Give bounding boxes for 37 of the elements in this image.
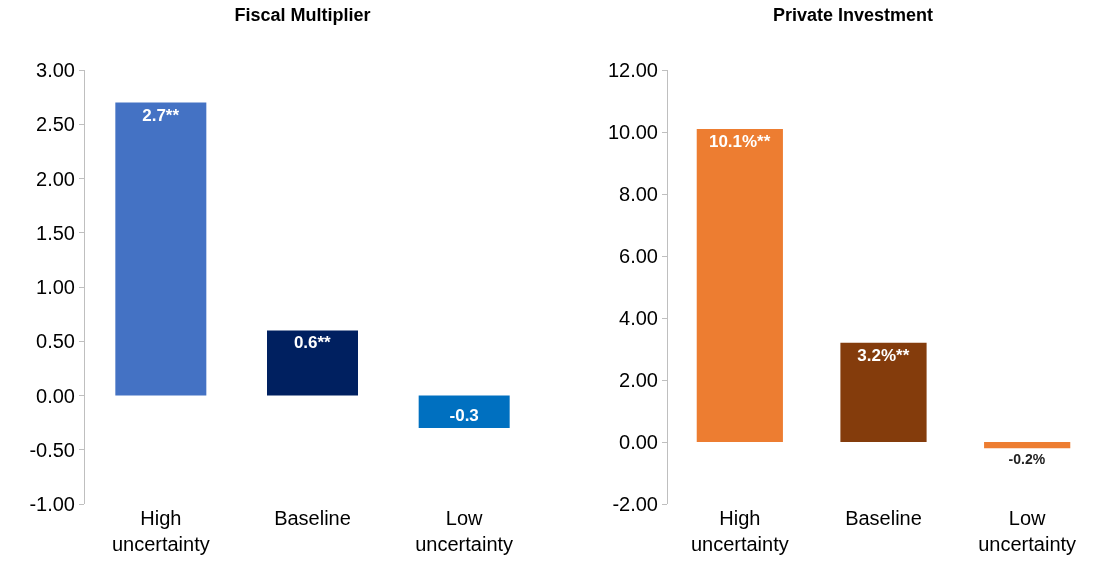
y-tick-label: 12.00 [607, 59, 658, 81]
y-tick-label: 2.00 [36, 167, 75, 190]
bar [267, 330, 358, 396]
data-label: -0.2% [1008, 451, 1046, 468]
chart-title: Fiscal Multiplier [234, 5, 371, 26]
x-tick-label: Low uncertainty [415, 507, 514, 555]
y-tick-label: 1.00 [36, 276, 75, 298]
y-tick-label: 8.00 [619, 183, 658, 205]
chart-title: Private Investment [773, 5, 934, 26]
bar [696, 128, 783, 442]
data-label: 0.6** [293, 333, 332, 353]
data-label: 2.7** [142, 105, 180, 125]
y-tick-label: -1.00 [29, 493, 75, 515]
x-tick-label: Low uncertainty [978, 507, 1077, 555]
y-tick-label: 0.00 [619, 431, 658, 453]
y-tick-label: 4.00 [619, 307, 658, 329]
data-label: 3.2%** [857, 345, 910, 365]
y-tick-label: 2.00 [619, 369, 658, 391]
y-tick-label: 0.50 [36, 330, 75, 353]
bar [418, 395, 510, 429]
bar [840, 342, 927, 442]
data-label: -0.3 [449, 406, 479, 426]
y-tick-label: 1.50 [36, 221, 75, 244]
x-tick-label: High uncertainty [690, 507, 789, 555]
y-tick-label: 3.00 [36, 59, 75, 81]
y-tick-label: -0.50 [29, 438, 75, 461]
bar [115, 102, 207, 396]
y-tick-label: 0.00 [36, 384, 75, 407]
bar [984, 442, 1071, 449]
y-tick-label: -2.00 [612, 493, 658, 515]
y-tick-label: 6.00 [619, 245, 658, 267]
data-label: 10.1%** [708, 131, 771, 151]
x-tick-label: Baseline [845, 507, 922, 529]
y-tick-label: 10.00 [607, 121, 658, 143]
x-tick-label: High uncertainty [111, 507, 210, 555]
y-tick-label: 2.50 [36, 113, 75, 136]
x-tick-label: Baseline [274, 507, 351, 529]
